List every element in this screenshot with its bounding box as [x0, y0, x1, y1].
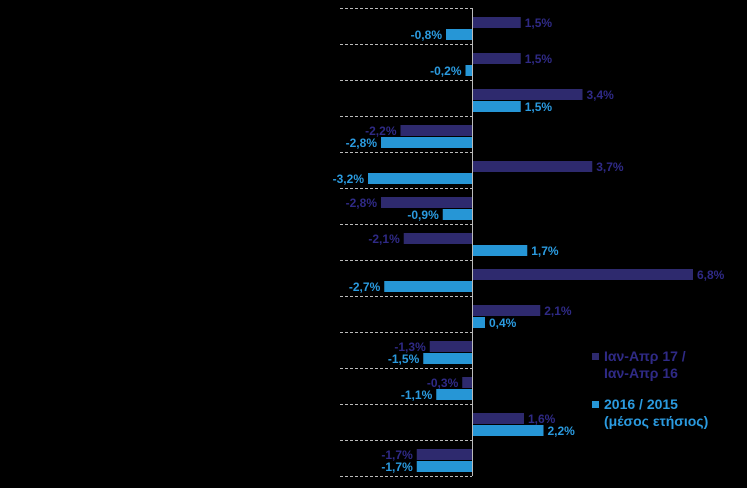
data-label-series-1-1: 1,5% — [525, 16, 553, 30]
bar-series-2-6 — [442, 209, 472, 220]
bar-series-2-10 — [423, 353, 472, 364]
data-label-series-1-11: -0,3% — [427, 376, 459, 390]
legend-label-series-1: Ιαν-Απρ 17 / Ιαν-Απρ 16 — [604, 348, 686, 381]
bar-series-2-13 — [416, 461, 472, 472]
data-label-series-1-8: 6,8% — [697, 268, 725, 282]
data-label-series-1-10: -1,3% — [394, 340, 426, 354]
bar-series-2-1 — [446, 29, 472, 40]
bar-series-1-13 — [416, 449, 472, 460]
legend: Ιαν-Απρ 17 / Ιαν-Απρ 16 2016 / 2015 (μέσ… — [592, 348, 742, 444]
legend-item-series-1: Ιαν-Απρ 17 / Ιαν-Απρ 16 — [592, 348, 742, 382]
bar-series-2-9 — [472, 317, 485, 328]
data-label-series-2-11: -1,1% — [401, 388, 433, 402]
bar-series-1-12 — [472, 413, 524, 424]
data-label-series-1-7: -2,1% — [368, 232, 400, 246]
bar-series-1-5 — [472, 161, 593, 172]
bar-series-2-5 — [368, 173, 472, 184]
bar-series-2-8 — [384, 281, 472, 292]
data-label-series-1-12: 1,6% — [528, 412, 556, 426]
bar-series-1-7 — [403, 233, 472, 244]
data-label-series-2-8: -2,7% — [349, 280, 381, 294]
bar-series-1-6 — [381, 197, 472, 208]
data-label-series-1-2: 1,5% — [525, 52, 553, 66]
bar-series-2-3 — [472, 101, 521, 112]
data-label-series-2-7: 1,7% — [531, 244, 559, 258]
bar-series-1-9 — [472, 305, 541, 316]
legend-item-series-2: 2016 / 2015 (μέσος ετήσιος) — [592, 396, 742, 430]
legend-swatch-series-2 — [592, 401, 599, 408]
bar-series-2-7 — [472, 245, 528, 256]
data-label-series-2-3: 1,5% — [525, 100, 553, 114]
bar-series-1-1 — [472, 17, 521, 28]
data-label-series-1-4: -2,2% — [365, 124, 397, 138]
data-label-series-1-3: 3,4% — [587, 88, 615, 102]
legend-swatch-series-1 — [592, 353, 599, 360]
data-label-series-2-1: -0,8% — [411, 28, 443, 42]
data-label-series-1-13: -1,7% — [381, 448, 413, 462]
bar-series-1-3 — [472, 89, 583, 100]
data-label-series-2-10: -1,5% — [388, 352, 420, 366]
legend-label-series-2: 2016 / 2015 (μέσος ετήσιος) — [604, 396, 709, 429]
data-label-series-2-2: -0,2% — [430, 64, 462, 78]
data-label-series-2-12: 2,2% — [548, 424, 576, 438]
bar-series-1-2 — [472, 53, 521, 64]
data-label-series-1-5: 3,7% — [596, 160, 624, 174]
bar-series-1-11 — [462, 377, 472, 388]
bar-series-2-2 — [465, 65, 472, 76]
data-label-series-2-5: -3,2% — [333, 172, 365, 186]
bar-series-2-11 — [436, 389, 472, 400]
data-label-series-2-9: 0,4% — [489, 316, 517, 330]
bar-series-1-8 — [472, 269, 693, 280]
data-label-series-2-13: -1,7% — [381, 460, 413, 474]
bar-series-2-12 — [472, 425, 544, 436]
bar-series-1-4 — [400, 125, 472, 136]
bar-series-2-4 — [381, 137, 472, 148]
data-label-series-2-6: -0,9% — [407, 208, 439, 222]
data-label-series-1-9: 2,1% — [544, 304, 572, 318]
data-label-series-1-6: -2,8% — [346, 196, 378, 210]
bar-series-1-10 — [429, 341, 472, 352]
data-label-series-2-4: -2,8% — [346, 136, 378, 150]
